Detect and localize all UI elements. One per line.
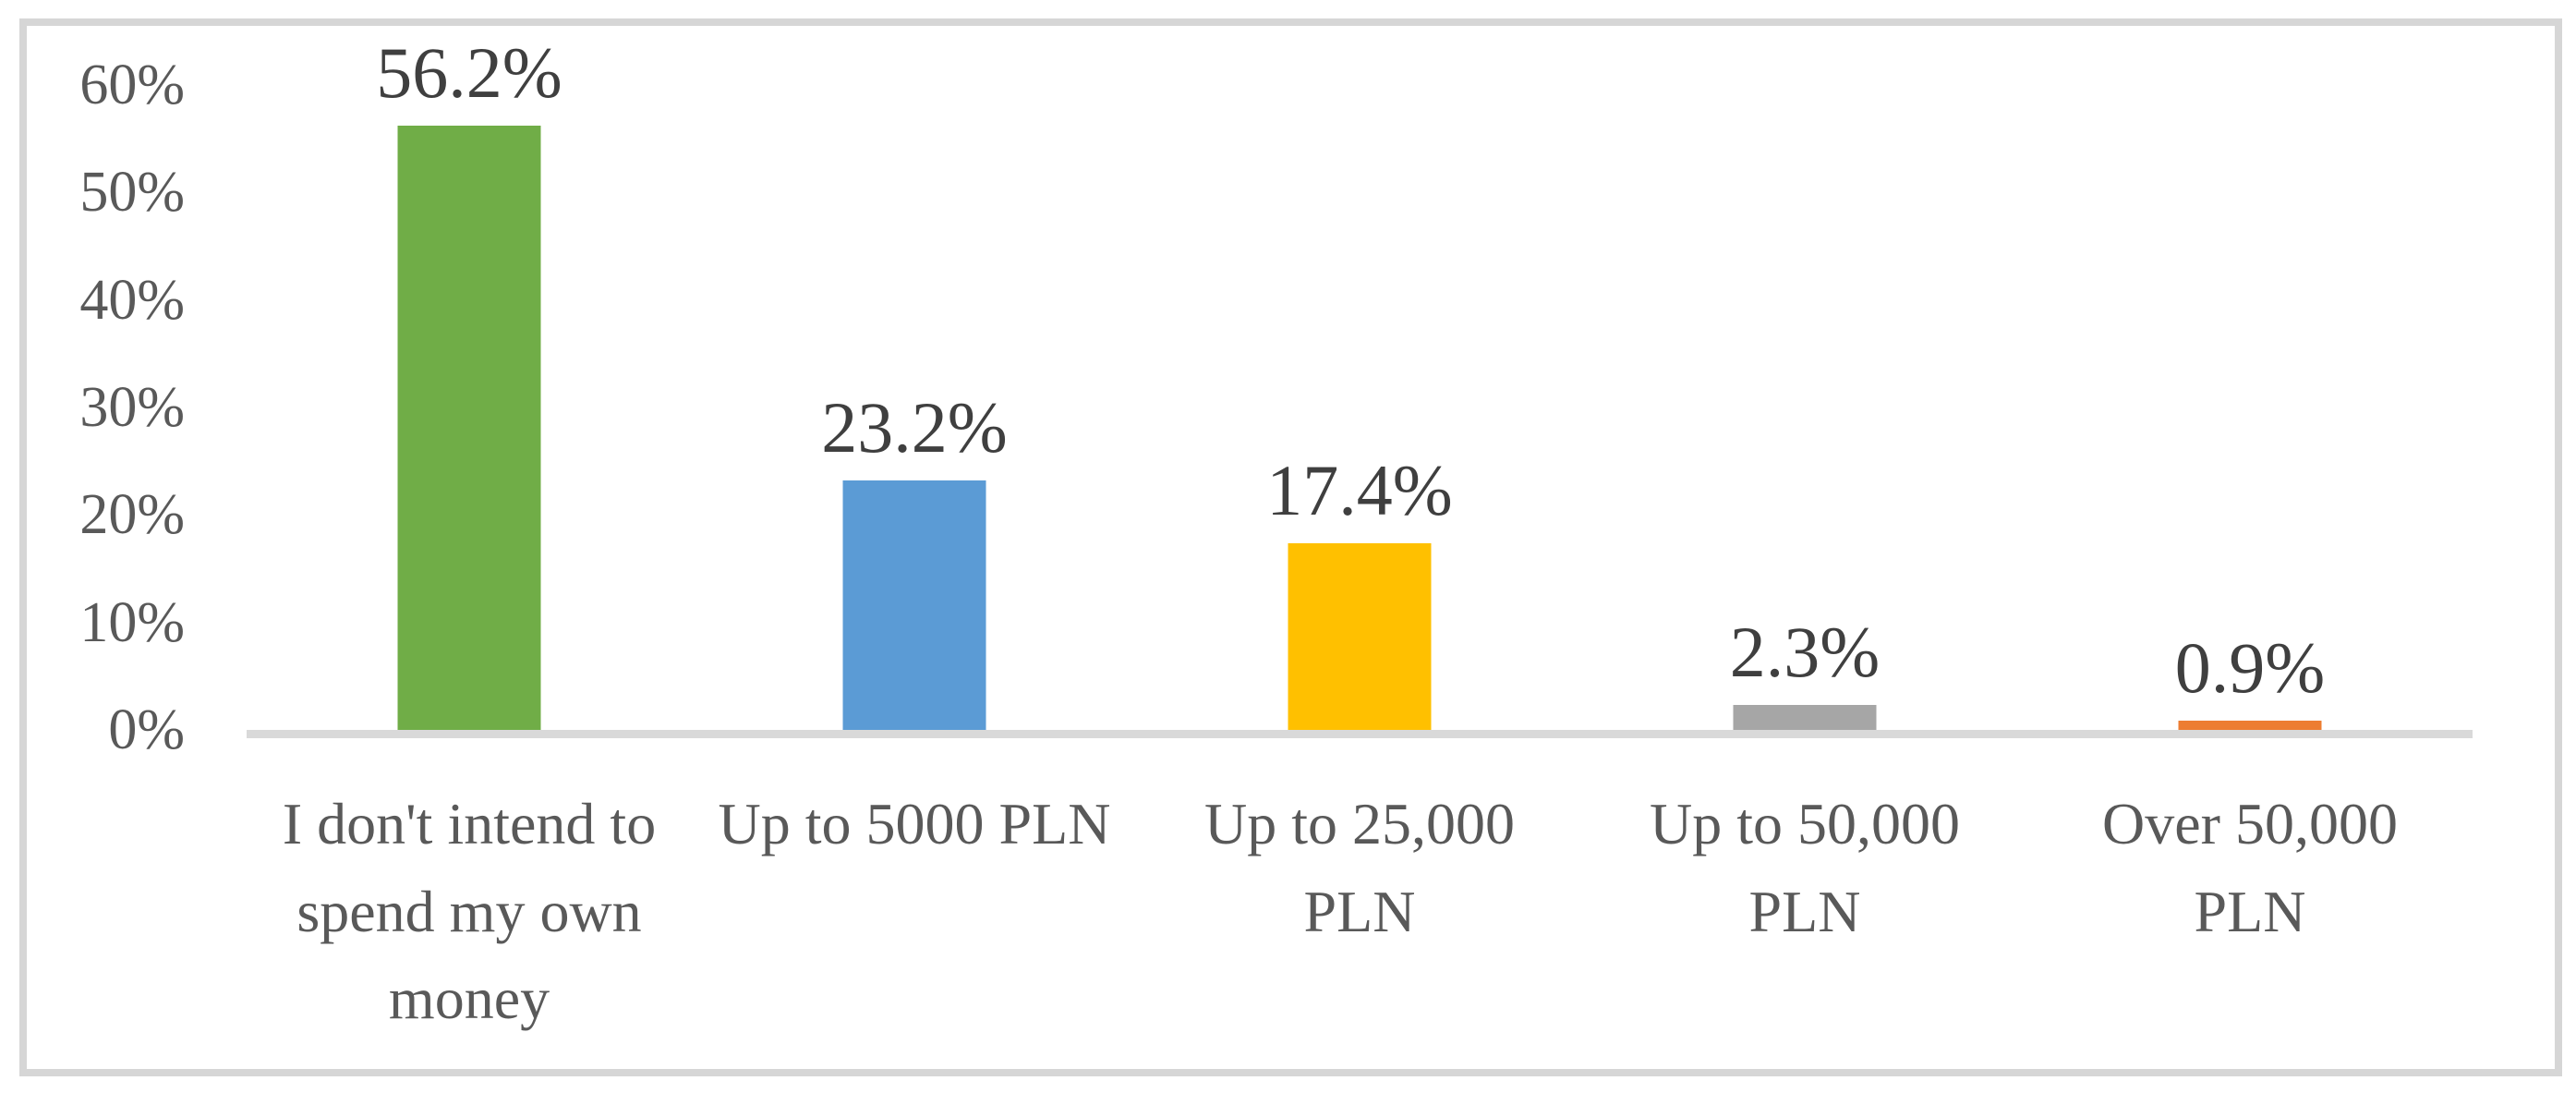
y-axis-tick-label: 30% bbox=[79, 376, 185, 439]
category-label: I don't intend to spend my own money bbox=[282, 791, 657, 1032]
y-axis-tick-label: 10% bbox=[79, 590, 185, 654]
bar-slot: 0.9% bbox=[2027, 85, 2473, 730]
bar-slot: 17.4% bbox=[1137, 85, 1582, 730]
x-axis-baseline bbox=[247, 730, 2473, 738]
y-axis-tick-label: 0% bbox=[108, 698, 185, 761]
bar-value-label: 17.4% bbox=[1266, 449, 1453, 530]
y-axis-tick-labels: 0% 10% 20% 30% 40% 50% 60% bbox=[27, 26, 185, 1069]
bar-value-label: 23.2% bbox=[821, 387, 1008, 468]
bar-slot: 23.2% bbox=[692, 85, 1137, 730]
category-label: Up to 5000 PLN bbox=[718, 791, 1111, 856]
y-axis-tick-label: 40% bbox=[79, 268, 185, 332]
x-axis-category-labels: I don't intend to spend my own money Up t… bbox=[247, 781, 2473, 1043]
plot-area: 56.2% 23.2% 17.4% 2.3% 0.9% bbox=[247, 35, 2473, 730]
bar bbox=[2178, 720, 2322, 730]
bar bbox=[1733, 705, 1877, 730]
chart-border-frame: 0% 10% 20% 30% 40% 50% 60% 56.2% 23.2% 17.4% 2.3%… bbox=[19, 18, 2562, 1076]
bar-value-label: 2.3% bbox=[1729, 612, 1881, 693]
y-axis-tick-label: 50% bbox=[79, 161, 185, 225]
category-label: Up to 50,000 PLN bbox=[1650, 791, 1960, 944]
bar bbox=[397, 126, 541, 730]
y-axis-tick-label: 60% bbox=[79, 54, 185, 116]
bar bbox=[842, 480, 986, 730]
bar-slot: 2.3% bbox=[1582, 85, 2027, 730]
bar-value-label: 56.2% bbox=[376, 32, 562, 114]
category-label: Up to 25,000 PLN bbox=[1204, 791, 1515, 944]
bar-slot: 56.2% bbox=[247, 35, 692, 730]
bar bbox=[1288, 542, 1432, 730]
bar-value-label: 0.9% bbox=[2174, 626, 2326, 708]
category-label: Over 50,000 PLN bbox=[2102, 791, 2398, 944]
y-axis-tick-label: 20% bbox=[79, 483, 185, 547]
